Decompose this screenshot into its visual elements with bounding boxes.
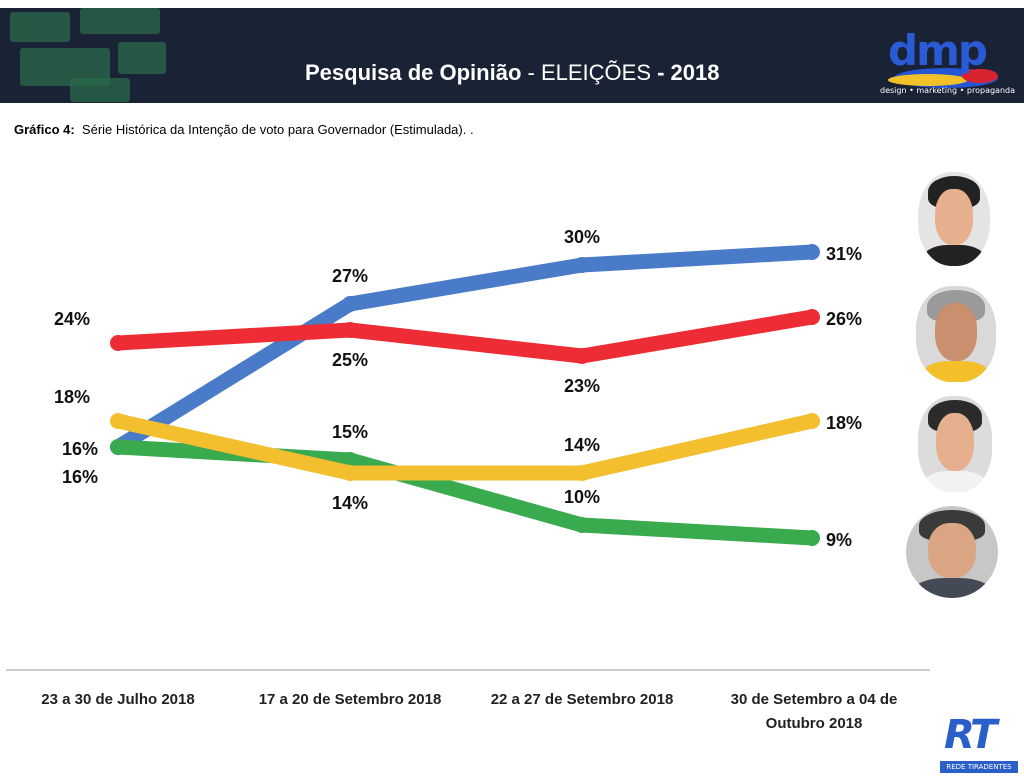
logo-swoosh — [888, 68, 998, 88]
data-point-1-2 — [574, 348, 590, 364]
x-tick-label-2: 22 a 27 de Setembro 2018 — [467, 688, 697, 712]
series-line-2 — [110, 413, 820, 481]
shirt-shape — [922, 470, 988, 492]
face-shape — [935, 188, 973, 246]
data-label-0-1: 27% — [332, 266, 368, 286]
title-sep: - — [521, 60, 541, 85]
x-tick-label-0: 23 a 30 de Julho 2018 — [13, 688, 223, 712]
data-point-1-0 — [110, 335, 126, 351]
data-point-0-3 — [804, 244, 820, 260]
data-label-2-3: 18% — [826, 413, 862, 433]
x-tick-label-line: 23 a 30 de Julho 2018 — [41, 691, 195, 708]
data-point-1-1 — [342, 322, 358, 338]
data-label-1-2: 23% — [564, 376, 600, 396]
data-label-0-2: 30% — [564, 227, 600, 247]
title-light: ELEIÇÕES — [540, 60, 651, 85]
x-tick-label-line: 17 a 20 de Setembro 2018 — [258, 691, 442, 708]
x-tick-label-line: 22 a 27 de Setembro 2018 — [490, 691, 674, 708]
data-label-1-0: 24% — [54, 309, 90, 329]
decor-tile — [70, 78, 130, 102]
data-point-3-0 — [110, 439, 126, 455]
shirt-shape — [922, 245, 986, 266]
data-point-3-3 — [804, 530, 820, 546]
series-line-0 — [110, 244, 820, 455]
data-label-1-3: 26% — [826, 309, 862, 329]
data-label-0-3: 31% — [826, 244, 862, 264]
shirt-shape — [920, 360, 992, 382]
data-label-2-2: 14% — [564, 435, 600, 455]
header-banner: Pesquisa de Opinião - ELEIÇÕES - 2018 dm… — [0, 8, 1024, 103]
decor-tile — [80, 8, 160, 34]
title-bold: Pesquisa de Opinião — [305, 60, 522, 85]
dmp-logo: dmp design • marketing • propaganda — [880, 16, 1015, 102]
x-tick-label-line: Outubro 2018 — [765, 715, 863, 732]
face-shape — [928, 522, 976, 578]
rt-logo-tagline: REDE TIRADENTES — [940, 761, 1018, 773]
series-line-3 — [110, 439, 820, 546]
data-point-1-3 — [804, 309, 820, 325]
decor-tile — [118, 42, 166, 74]
candidate-photo-4 — [906, 506, 998, 598]
face-shape — [935, 413, 975, 471]
x-tick-label-1: 17 a 20 de Setembro 2018 — [235, 688, 465, 712]
data-point-2-3 — [804, 413, 820, 429]
decor-tile — [10, 12, 70, 42]
rt-logo-text: RT — [944, 712, 997, 758]
data-label-3-0: 16% — [62, 439, 98, 459]
chart-subtitle-text: Série Histórica da Intenção de voto para… — [81, 122, 474, 137]
candidate-photo-1 — [918, 172, 990, 266]
data-label-1-1: 25% — [332, 350, 368, 370]
series-layer — [110, 244, 820, 546]
data-label-2-0: 18% — [54, 387, 90, 407]
data-label-3-2: 10% — [564, 487, 600, 507]
chart-subtitle: Gráfico 4: Série Histórica da Intenção d… — [14, 122, 474, 137]
data-point-2-1 — [342, 465, 358, 481]
data-point-3-2 — [574, 517, 590, 533]
data-point-0-1 — [342, 296, 358, 312]
face-shape — [935, 303, 977, 361]
data-label-2-1: 14% — [332, 493, 368, 513]
candidate-photo-2 — [916, 286, 996, 382]
page-title: Pesquisa de Opinião - ELEIÇÕES - 2018 — [305, 60, 720, 86]
x-tick-label-3: 30 de Setembro a 04 de Outubro 2018 — [704, 688, 924, 736]
rt-logo: RT REDE TIRADENTES — [938, 712, 1020, 776]
candidate-photo-3 — [918, 396, 992, 492]
chart-subtitle-label: Gráfico 4: — [14, 122, 75, 137]
data-point-0-2 — [574, 257, 590, 273]
data-label-3-1: 15% — [332, 422, 368, 442]
x-tick-label-line: 30 de Setembro a 04 de — [730, 691, 898, 708]
logo-tagline: design • marketing • propaganda — [880, 86, 1016, 95]
series-line-1 — [110, 309, 820, 364]
logo-word: dmp — [888, 26, 988, 75]
data-label-3-3: 9% — [826, 530, 852, 550]
title-year: - 2018 — [651, 60, 720, 85]
label-layer: 16% 27% 30% 31% 24% 25% 23% 26% 18% 14% 14% 18% 16% 1… — [54, 227, 862, 550]
data-point-2-0 — [110, 413, 126, 429]
data-point-2-2 — [574, 465, 590, 481]
shirt-shape — [911, 577, 993, 598]
data-label-0-0: 16% — [62, 467, 98, 487]
data-point-3-1 — [342, 452, 358, 468]
